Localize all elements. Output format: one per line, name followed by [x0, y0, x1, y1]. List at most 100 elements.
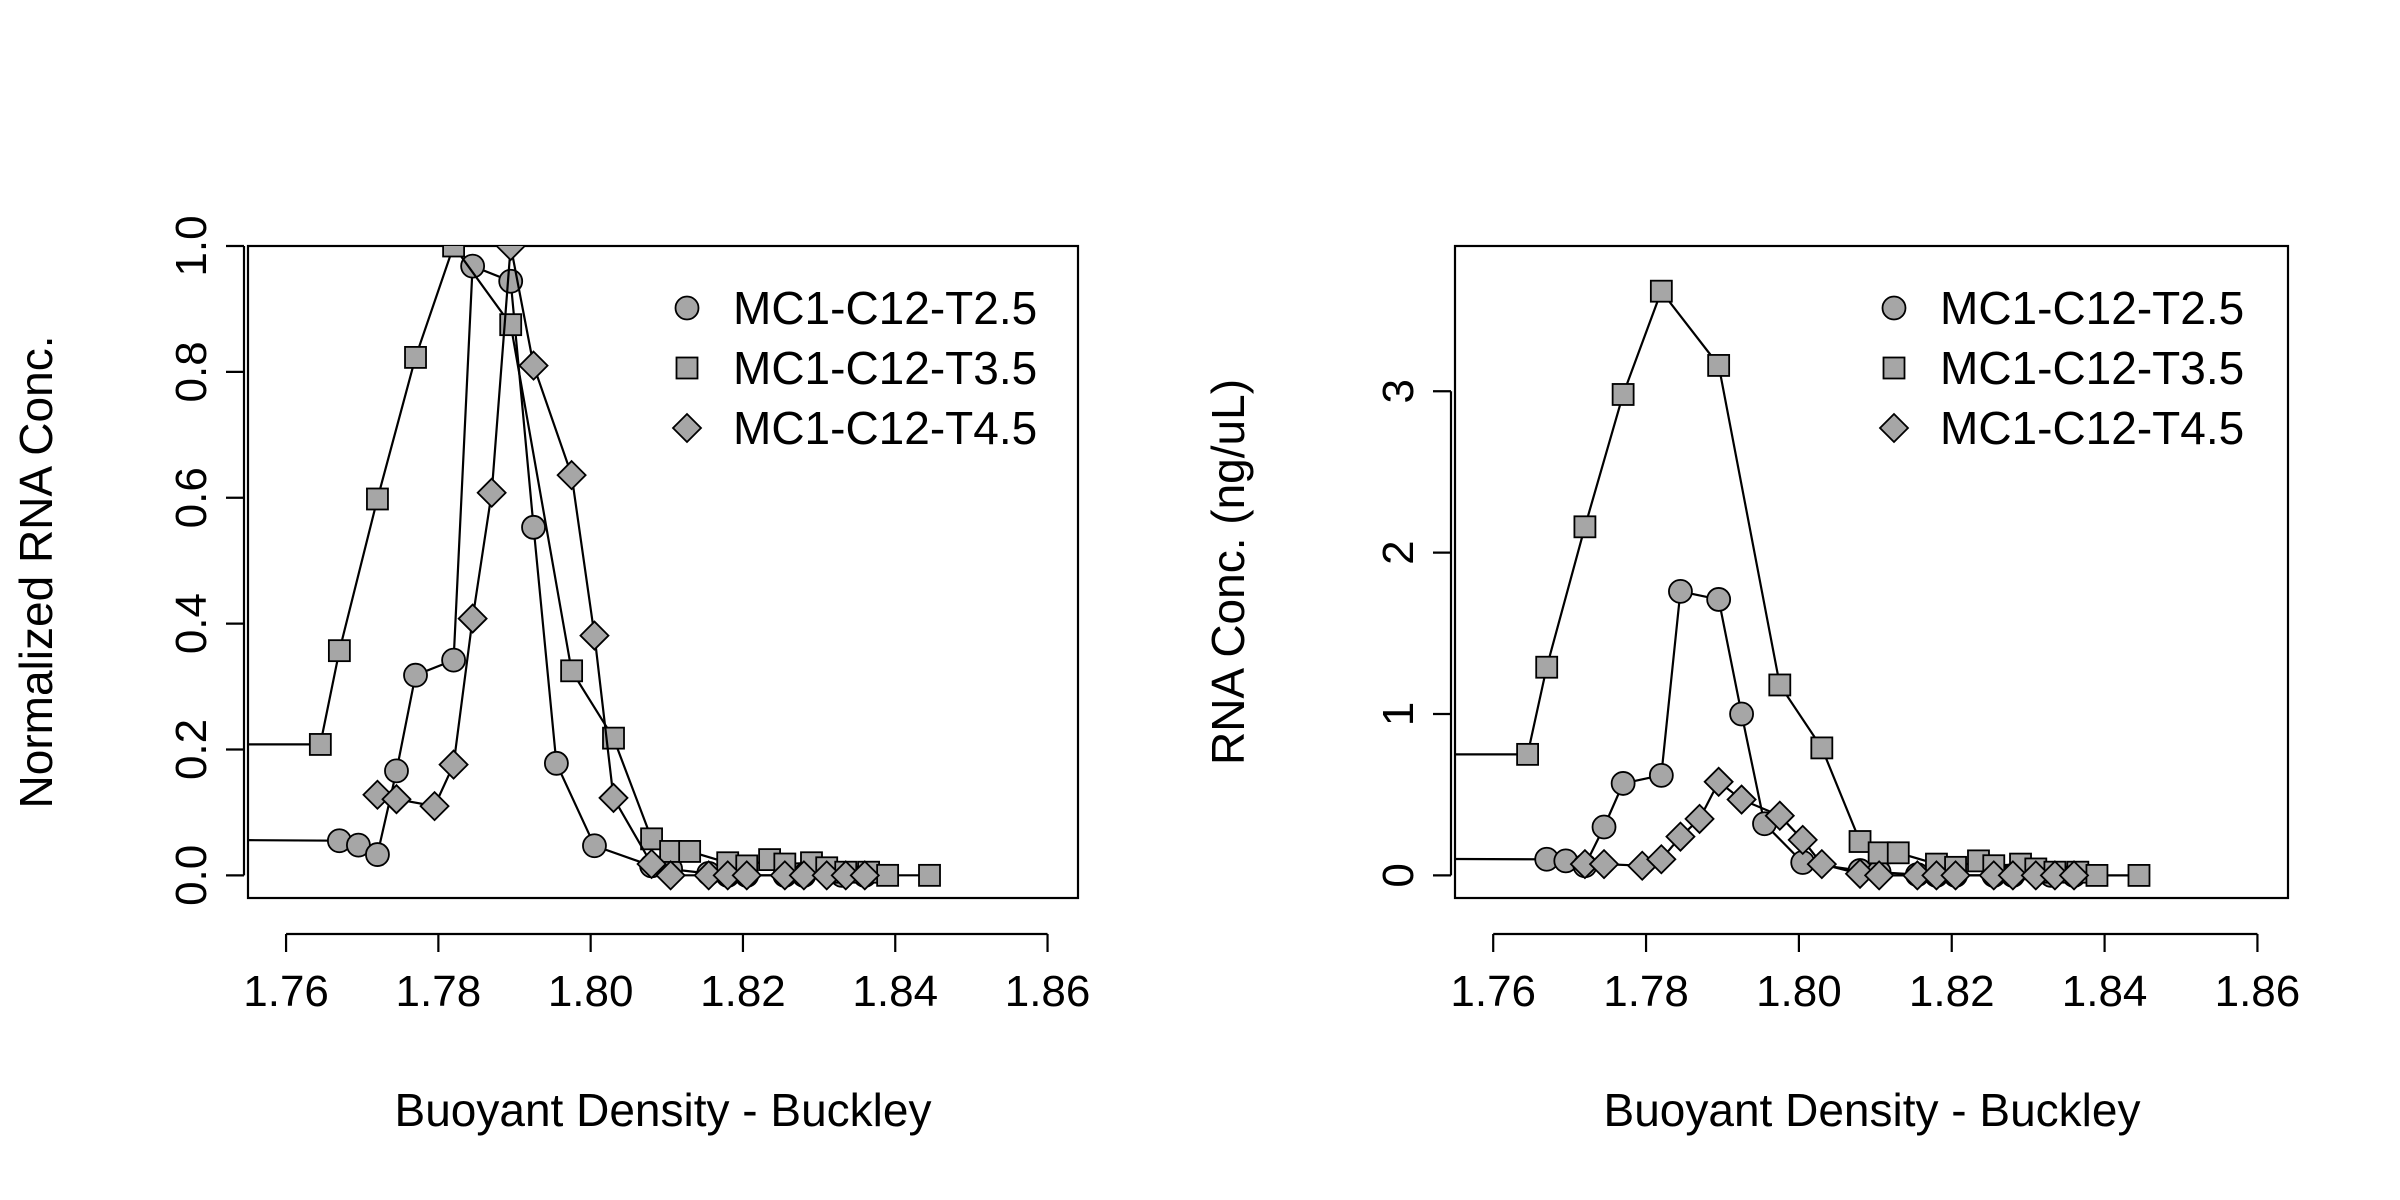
data-point: [521, 514, 546, 540]
y-tick-label: 0.8: [167, 341, 216, 402]
y-axis-label: RNA Conc. (ng/uL): [1202, 379, 1254, 765]
data-point: [849, 860, 881, 891]
x-axis-label: Buoyant Density - Buckley: [395, 1084, 932, 1136]
y-tick-label: 1: [1374, 702, 1423, 726]
series-diamond: [362, 246, 881, 891]
legend-marker-square: [675, 356, 699, 380]
data-point: [579, 620, 610, 651]
data-point: [1668, 578, 1693, 604]
y-tick-label: 0.6: [167, 467, 216, 528]
x-tick-label: 1.84: [2062, 967, 2148, 1016]
y-axis: 0.0 0.2 0.4 0.6 0.8 1.0: [167, 215, 246, 906]
data-point: [556, 459, 587, 491]
x-tick-label: 1.86: [2215, 967, 2301, 1016]
x-tick-label: 1.78: [396, 967, 482, 1016]
data-point: [442, 246, 465, 258]
data-point: [678, 840, 702, 863]
x-tick-label: 1.80: [548, 967, 634, 1016]
data-point: [659, 840, 683, 863]
data-point: [1707, 354, 1731, 377]
series-layer: [248, 246, 941, 891]
data-point: [1610, 771, 1636, 796]
data-point: [598, 782, 629, 814]
data-point: [1863, 860, 1895, 891]
legend-label: MC1-C12-T3.5: [1940, 342, 2244, 394]
legend-marker-square: [1882, 356, 1906, 380]
y-tick-label: 0: [1374, 863, 1423, 887]
data-point: [1591, 814, 1617, 840]
data-point: [640, 827, 663, 851]
data-point: [1646, 843, 1677, 875]
data-point: [560, 659, 584, 683]
data-point: [1516, 742, 1540, 766]
x-tick-label: 1.82: [700, 967, 786, 1016]
data-point: [1764, 800, 1796, 831]
data-point: [1611, 383, 1635, 406]
y-axis: 0 1 2 3: [1374, 379, 1453, 888]
data-point: [1648, 762, 1674, 788]
legend-label: MC1-C12-T4.5: [733, 402, 1037, 454]
legend: MC1-C12-T2.5 MC1-C12-T3.5 MC1-C12-T4.5: [671, 282, 1037, 454]
x-tick-label: 1.86: [1005, 967, 1091, 1016]
data-point: [1848, 830, 1872, 853]
y-axis-label: Normalized RNA Conc.: [10, 336, 62, 809]
data-point: [2127, 864, 2151, 887]
data-point: [731, 860, 763, 891]
data-point: [381, 783, 412, 815]
data-point: [1706, 587, 1732, 612]
legend-marker-diamond: [671, 412, 703, 444]
data-point: [419, 790, 450, 822]
x-tick-label: 1.84: [852, 967, 938, 1016]
data-point: [476, 477, 507, 508]
x-tick-label: 1.80: [1756, 967, 1842, 1016]
data-point: [1886, 841, 1910, 865]
data-point: [1684, 803, 1715, 835]
legend-label: MC1-C12-T3.5: [733, 342, 1037, 394]
data-point: [308, 733, 332, 756]
data-point: [876, 863, 900, 887]
data-point: [2058, 860, 2090, 891]
data-point: [1665, 821, 1696, 852]
data-point: [457, 603, 488, 634]
plot-frame: [246, 244, 1080, 900]
x-tick-label: 1.76: [243, 967, 329, 1016]
x-axis: 1.76 1.78 1.80 1.82 1.84 1.86: [1450, 932, 2301, 1016]
data-point: [1806, 848, 1838, 880]
x-tick-label: 1.76: [1450, 967, 1536, 1016]
data-point: [366, 487, 389, 511]
data-point: [441, 647, 466, 673]
legend-marker-diamond: [1878, 412, 1910, 444]
chart-panel-1: 1.76 1.78 1.80 1.82 1.84 1.86 0.0 0.2 0.4 0.6 0.8…: [10, 215, 1091, 1136]
data-point: [327, 639, 351, 663]
legend-label: MC1-C12-T2.5: [1940, 282, 2244, 334]
data-point: [1768, 673, 1792, 697]
data-point: [1729, 701, 1754, 727]
y-tick-label: 0.0: [167, 845, 216, 906]
data-point: [1997, 860, 2029, 891]
data-point: [460, 253, 486, 279]
data-point: [1703, 766, 1734, 798]
series-layer: [1455, 279, 2151, 891]
legend-label: MC1-C12-T2.5: [733, 282, 1037, 334]
x-tick-label: 1.82: [1909, 967, 1995, 1016]
data-point: [1573, 515, 1597, 539]
data-point: [495, 246, 526, 262]
x-axis: 1.76 1.78 1.80 1.82 1.84 1.86: [243, 932, 1091, 1016]
y-tick-label: 2: [1374, 540, 1423, 564]
chart-panel-2: 1.76 1.78 1.80 1.82 1.84 1.86 0 1 2 3 Buoyant De…: [1202, 244, 2301, 1136]
data-point: [1940, 860, 1971, 891]
data-point: [438, 749, 469, 780]
data-point: [1535, 655, 1559, 679]
legend-label: MC1-C12-T4.5: [1940, 402, 2244, 454]
x-axis-label: Buoyant Density - Buckley: [1604, 1084, 2141, 1136]
y-tick-label: 1.0: [167, 215, 216, 276]
data-point: [655, 860, 686, 891]
data-point: [518, 350, 549, 381]
data-point: [404, 345, 427, 369]
data-point: [602, 726, 625, 750]
y-tick-label: 0.4: [167, 593, 216, 654]
legend-marker-circle: [674, 295, 700, 321]
data-point: [2085, 864, 2109, 887]
